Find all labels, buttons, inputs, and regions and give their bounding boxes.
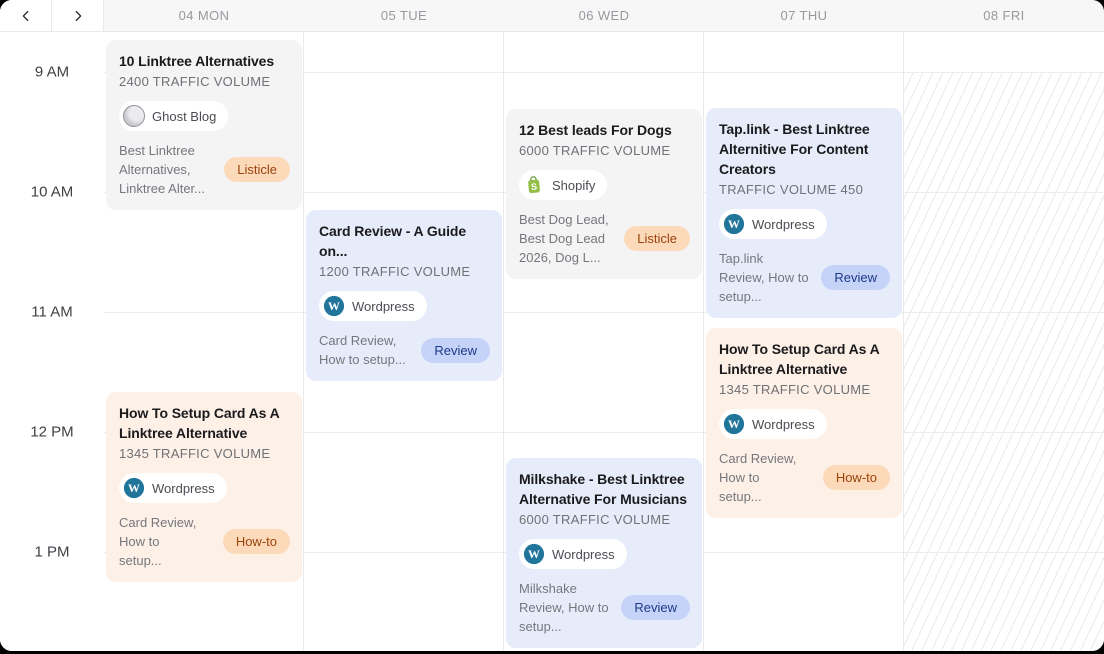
event-title: Milkshake - Best Linktree Alternative Fo…	[519, 471, 687, 507]
prev-day-button[interactable]	[0, 0, 52, 31]
event-traffic-volume: 2400 TRAFFIC VOLUME	[119, 74, 271, 89]
event-traffic-volume: 6000 TRAFFIC VOLUME	[519, 143, 671, 158]
grid-column-line	[703, 32, 704, 651]
event-tag-badge: How-to	[222, 529, 290, 554]
event-tag-badge: Review	[821, 265, 890, 290]
wordpress-icon: W	[123, 477, 145, 499]
day-header-thu: 07 THU	[704, 0, 904, 31]
event-keywords: Card Review, How to setup...	[719, 451, 797, 504]
unavailable-hatch-friday	[904, 72, 1104, 651]
event-card[interactable]: How To Setup Card As A Linktree Alternat…	[706, 328, 902, 518]
event-title: 10 Linktree Alternatives	[119, 53, 275, 69]
time-gutter: 9 AM 10 AM 11 AM 12 PM 1 PM	[0, 32, 104, 651]
wordpress-icon: W	[323, 295, 345, 317]
shopify-icon: S	[528, 176, 540, 194]
date-nav	[0, 0, 104, 31]
event-card[interactable]: How To Setup Card As A Linktree Alternat…	[106, 392, 302, 582]
platform-label: Wordpress	[552, 546, 615, 562]
platform-label: Ghost Blog	[152, 108, 217, 124]
event-traffic-volume: 1345 TRAFFIC VOLUME	[719, 382, 871, 397]
day-header-mon: 04 MON	[104, 0, 304, 31]
day-header-wed: 06 WED	[504, 0, 704, 31]
day-header-fri: 08 FRI	[904, 0, 1104, 31]
platform-label: Wordpress	[152, 480, 215, 496]
time-label: 1 PM	[34, 543, 70, 561]
platform-label: Wordpress	[752, 216, 815, 232]
event-title: How To Setup Card As A Linktree Alternat…	[719, 341, 880, 377]
event-keywords: Best Dog Lead, Best Dog Lead 2026, Dog L…	[519, 212, 609, 265]
grid-column-line	[303, 32, 304, 651]
event-traffic-volume: TRAFFIC VOLUME 450	[719, 182, 864, 197]
event-traffic-volume: 1345 TRAFFIC VOLUME	[119, 446, 271, 461]
time-label: 12 PM	[30, 423, 74, 441]
grid-column-line	[903, 32, 904, 651]
svg-text:W: W	[328, 299, 340, 313]
event-card[interactable]: 12 Best leads For Dogs 6000 TRAFFIC VOLU…	[506, 109, 702, 279]
platform-label: Wordpress	[352, 298, 415, 314]
event-title: How To Setup Card As A Linktree Alternat…	[119, 405, 280, 441]
grid-hour-line	[104, 432, 1104, 433]
event-keywords: Tap.link Review, How to setup...	[719, 251, 809, 304]
grid-hour-line	[104, 312, 1104, 313]
platform-pill: W Wordpress	[719, 209, 827, 239]
next-day-button[interactable]	[52, 0, 103, 31]
time-label: 9 AM	[34, 63, 70, 81]
time-label: 11 AM	[31, 303, 73, 321]
grid-hour-line	[104, 72, 1104, 73]
platform-label: Wordpress	[752, 416, 815, 432]
svg-text:W: W	[128, 481, 140, 495]
event-keywords: Best Linktree Alternatives, Linktree Alt…	[119, 143, 205, 196]
event-card[interactable]: 10 Linktree Alternatives 2400 TRAFFIC VO…	[106, 40, 302, 210]
platform-pill: S Shopify	[519, 170, 608, 200]
grid-column-line	[503, 32, 504, 651]
event-tag-badge: Listicle	[224, 157, 290, 182]
wordpress-icon: W	[523, 543, 545, 565]
wordpress-icon: W	[723, 213, 745, 235]
event-title: Card Review - A Guide on...	[319, 223, 467, 259]
svg-text:W: W	[528, 547, 540, 561]
svg-text:W: W	[728, 217, 740, 231]
svg-text:S: S	[531, 182, 538, 192]
svg-text:W: W	[728, 417, 740, 431]
event-keywords: Card Review, How to setup...	[119, 515, 197, 568]
event-tag-badge: Review	[621, 595, 690, 620]
time-label: 10 AM	[30, 183, 74, 201]
event-tag-badge: How-to	[822, 465, 890, 490]
event-card[interactable]: Tap.link - Best Linktree Alternitive For…	[706, 108, 902, 318]
calendar-grid: 9 AM 10 AM 11 AM 12 PM 1 PM 10 Linktree …	[0, 32, 1104, 651]
event-keywords: Milkshake Review, How to setup...	[519, 581, 609, 634]
chevron-right-icon	[75, 10, 81, 21]
event-keywords: Card Review, How to setup...	[319, 333, 406, 367]
platform-pill: W Wordpress	[319, 291, 427, 321]
day-header-tue: 05 TUE	[304, 0, 504, 31]
platform-pill: W Wordpress	[119, 473, 227, 503]
platform-pill: W Wordpress	[719, 409, 827, 439]
event-card[interactable]: Milkshake - Best Linktree Alternative Fo…	[506, 458, 702, 648]
event-tag-badge: Listicle	[624, 226, 690, 251]
platform-pill: Ghost Blog	[119, 101, 229, 131]
chevron-left-icon	[22, 10, 28, 21]
wordpress-icon: W	[723, 413, 745, 435]
event-traffic-volume: 6000 TRAFFIC VOLUME	[519, 512, 671, 527]
calendar-header: 04 MON 05 TUE 06 WED 07 THU 08 FRI	[0, 0, 1104, 32]
event-title: Tap.link - Best Linktree Alternitive For…	[719, 121, 870, 177]
platform-label: Shopify	[552, 177, 596, 193]
event-title: 12 Best leads For Dogs	[519, 122, 672, 138]
platform-pill: W Wordpress	[519, 539, 627, 569]
event-card[interactable]: Card Review - A Guide on... 1200 TRAFFIC…	[306, 210, 502, 381]
event-traffic-volume: 1200 TRAFFIC VOLUME	[319, 264, 471, 279]
event-tag-badge: Review	[421, 337, 490, 363]
ghost-blog-icon	[123, 105, 145, 127]
